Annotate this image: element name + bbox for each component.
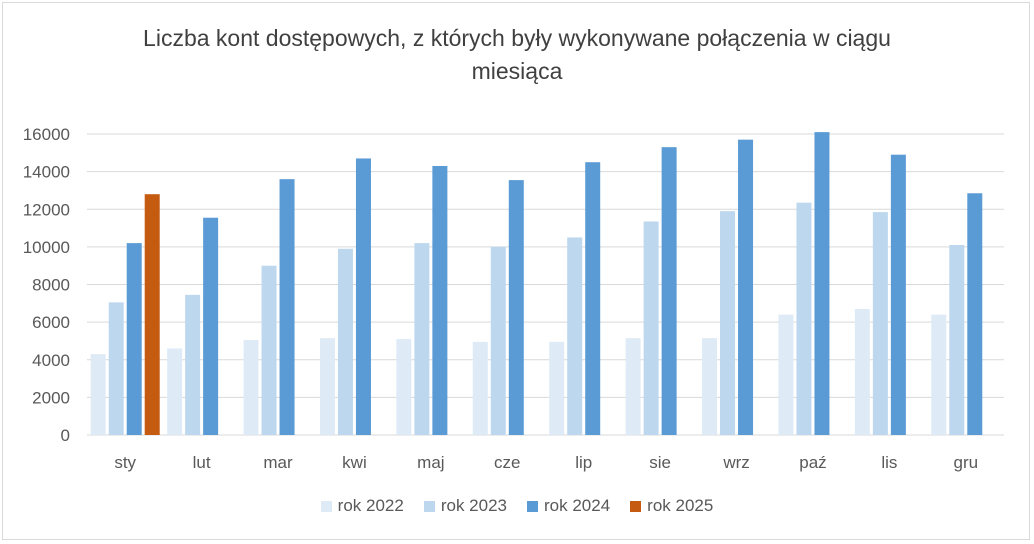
legend: rok 2022 rok 2023 rok 2024 rok 2025	[0, 496, 1034, 516]
x-tick-label: paź	[799, 453, 826, 472]
bar-rok-2022-sty	[90, 354, 106, 435]
legend-item: rok 2023	[423, 496, 507, 516]
bar-rok-2022-cze	[472, 341, 488, 435]
bar-rok-2024-maj	[432, 165, 448, 435]
bar-rok-2025-sty	[144, 194, 160, 435]
y-tick-label: 6000	[32, 313, 70, 332]
bar-rok-2024-mar	[279, 179, 295, 435]
bar-rok-2024-lut	[203, 217, 219, 435]
bar-rok-2022-gru	[931, 314, 947, 435]
x-tick-label: mar	[263, 453, 293, 472]
bar-rok-2022-lip	[549, 341, 565, 435]
bar-rok-2022-kwi	[319, 338, 335, 435]
bar-rok-2023-sie	[643, 221, 659, 435]
x-tick-label: maj	[417, 453, 444, 472]
y-tick-label: 0	[61, 426, 70, 445]
y-tick-label: 16000	[23, 125, 70, 144]
bar-rok-2024-sty	[126, 243, 142, 435]
bar-rok-2022-wrz	[702, 338, 718, 435]
bar-rok-2024-kwi	[355, 158, 371, 436]
bar-rok-2022-maj	[396, 339, 412, 435]
bar-rok-2023-maj	[414, 243, 430, 435]
bar-rok-2023-kwi	[337, 248, 353, 435]
bar-rok-2023-lut	[185, 294, 201, 435]
y-tick-label: 2000	[32, 388, 70, 407]
bar-rok-2023-wrz	[720, 211, 736, 435]
x-tick-label: lis	[881, 453, 897, 472]
legend-swatch	[320, 500, 332, 512]
x-tick-label: wrz	[722, 453, 749, 472]
bar-rok-2022-sie	[625, 338, 641, 435]
bar-rok-2024-lis	[890, 154, 906, 435]
chart-title-line-1: Liczba kont dostępowych, z których były …	[143, 25, 891, 51]
bar-rok-2022-lis	[854, 308, 870, 435]
bar-rok-2023-lip	[567, 237, 583, 435]
bar-rok-2023-mar	[261, 265, 277, 435]
x-tick-label: lut	[193, 453, 211, 472]
legend-label: rok 2023	[440, 496, 507, 515]
y-tick-label: 14000	[23, 163, 70, 182]
legend-label: rok 2025	[647, 496, 714, 515]
chart-title-line-2: miesiąca	[471, 58, 563, 84]
chart-title: Liczba kont dostępowych, z których były …	[0, 22, 1034, 88]
bar-rok-2024-sie	[661, 147, 677, 435]
x-tick-label: gru	[954, 453, 979, 472]
legend-swatch	[630, 500, 642, 512]
y-tick-label: 8000	[32, 276, 70, 295]
bar-rok-2024-wrz	[738, 139, 754, 436]
legend-item: rok 2022	[320, 496, 404, 516]
y-tick-label: 12000	[23, 200, 70, 219]
bar-rok-2024-gru	[967, 193, 983, 435]
x-tick-label: kwi	[342, 453, 367, 472]
bar-rok-2022-mar	[243, 339, 259, 435]
x-tick-label: sty	[114, 453, 136, 472]
bar-rok-2023-paź	[796, 202, 812, 435]
y-tick-label: 4000	[32, 351, 70, 370]
bar-rok-2023-cze	[490, 246, 506, 435]
x-tick-label: lip	[575, 453, 592, 472]
bar-rok-2024-paź	[814, 132, 830, 435]
x-tick-label: cze	[494, 453, 520, 472]
bar-rok-2022-lut	[167, 348, 183, 435]
bar-rok-2022-paź	[778, 314, 794, 435]
bar-rok-2023-gru	[949, 244, 965, 435]
legend-item: rok 2024	[527, 496, 610, 516]
bar-rok-2023-lis	[872, 212, 888, 435]
legend-swatch	[527, 500, 538, 512]
legend-label: rok 2022	[337, 496, 404, 515]
y-tick-label: 10000	[23, 238, 70, 257]
x-tick-label: sie	[649, 453, 671, 472]
legend-swatch	[423, 500, 435, 512]
legend-label: rok 2024	[544, 496, 611, 515]
bar-rok-2024-cze	[508, 180, 524, 435]
legend-item: rok 2025	[630, 496, 713, 516]
bar-rok-2024-lip	[585, 162, 601, 435]
bar-rok-2023-sty	[108, 302, 124, 435]
